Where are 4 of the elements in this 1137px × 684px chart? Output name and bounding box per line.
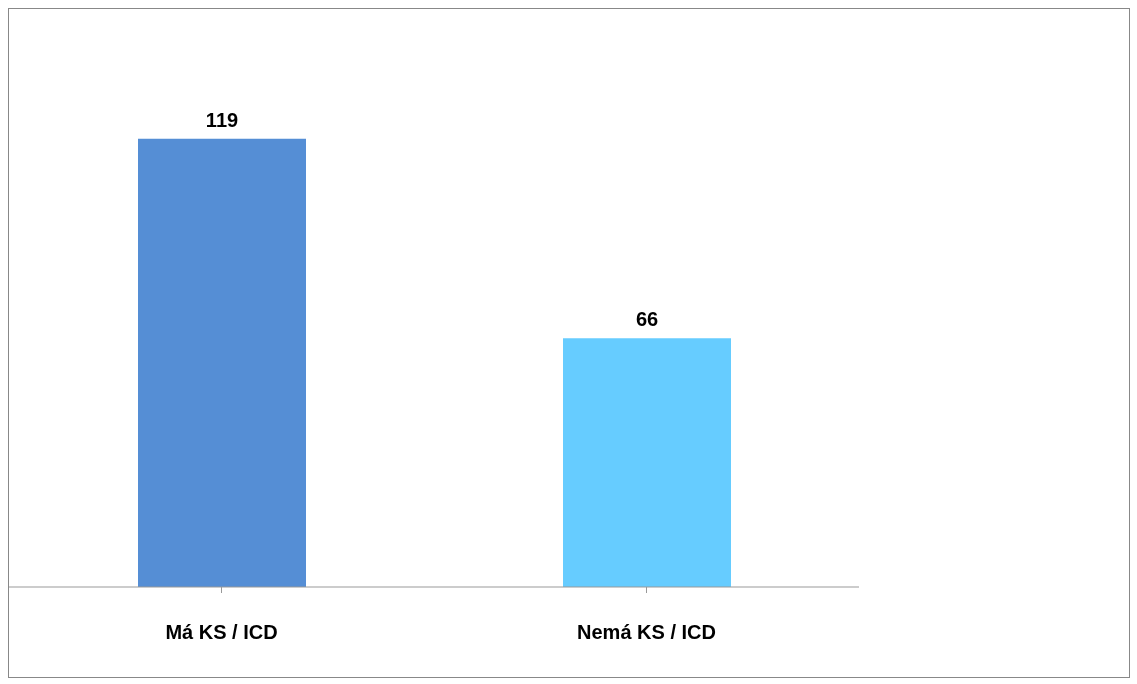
data-label: 66: [635, 308, 659, 331]
x-tick-label: Má KS / ICD: [165, 621, 278, 644]
data-label: 119: [205, 108, 239, 131]
x-tick-label: Nemá KS / ICD: [577, 621, 716, 644]
